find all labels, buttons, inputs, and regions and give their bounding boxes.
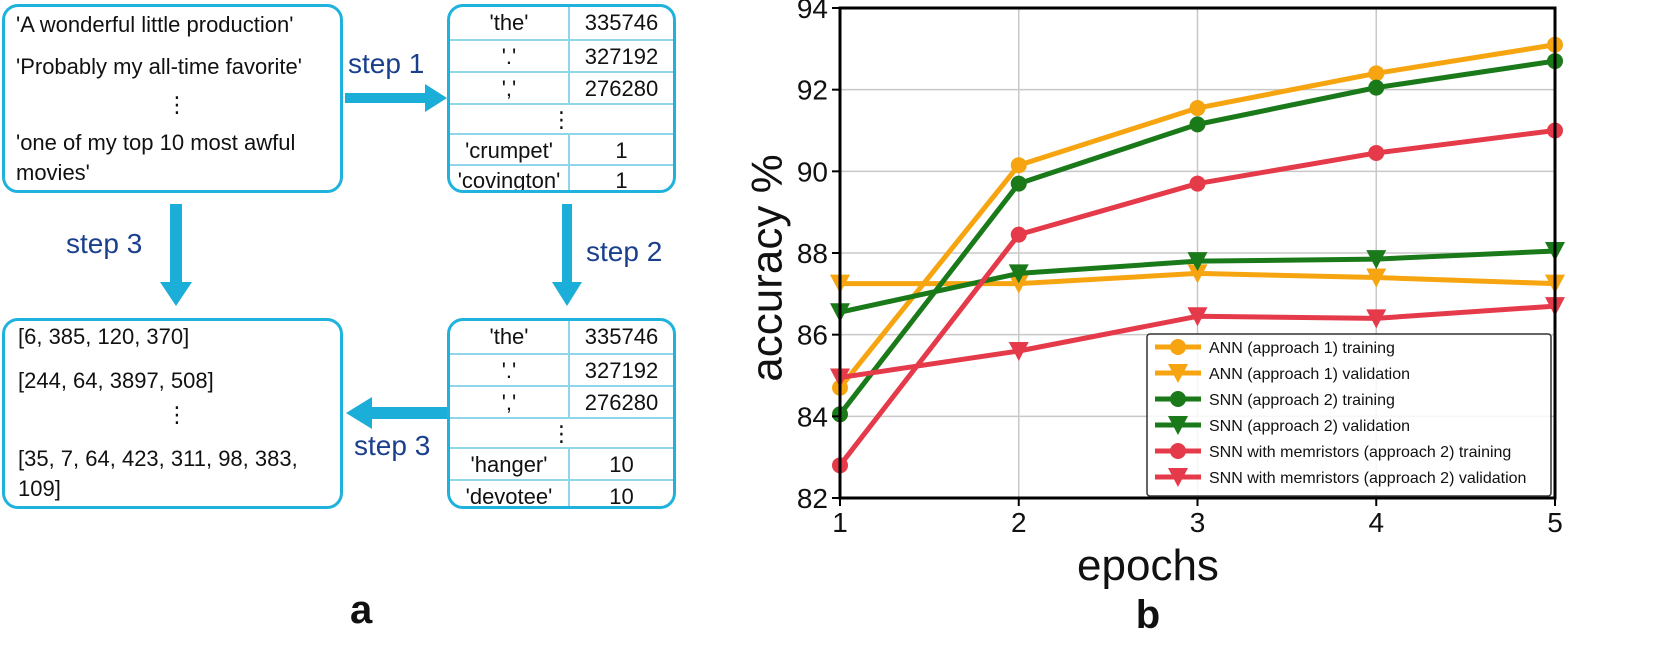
legend-entry: SNN (approach 2) training — [1209, 392, 1395, 409]
sequence-3-line1: [35, 7, 64, 423, 311, 98, 383, — [18, 446, 298, 471]
data-point-series-1 — [1189, 100, 1206, 117]
index-row: 'devotee' 10 — [450, 479, 673, 506]
data-point-series-2 — [1008, 274, 1029, 294]
step2-label: step 2 — [586, 236, 663, 267]
vocab-row: ',' 276280 — [450, 71, 673, 105]
sequence-ellipsis: ⋮ — [166, 402, 188, 427]
data-point-series-1 — [1010, 157, 1027, 174]
data-point-series-5 — [1189, 175, 1206, 192]
sequence-1: [6, 385, 120, 370] — [18, 324, 190, 349]
legend-entry: ANN (approach 1) validation — [1209, 366, 1410, 383]
sentence-2: 'Probably my all-time favorite' — [16, 54, 302, 79]
index-row: ',' 276280 — [450, 385, 673, 419]
step1-label: step 1 — [348, 48, 425, 79]
x-axis-label: epochs — [1077, 541, 1219, 590]
y-tick-label: 90 — [797, 156, 828, 187]
sequences-box — [2, 318, 343, 509]
y-tick-label: 92 — [797, 75, 828, 106]
data-point-series-4 — [1366, 250, 1387, 270]
y-tick-label: 86 — [797, 320, 828, 351]
data-point-series-6 — [1187, 307, 1208, 327]
sentence-1: 'A wonderful little production' — [16, 12, 294, 37]
sentences-box — [2, 4, 343, 193]
data-point-series-5 — [1010, 226, 1027, 243]
index-row: 'the' 335746 — [450, 321, 673, 353]
sentence-ellipsis: ⋮ — [166, 92, 188, 117]
sequence-3-line2: 109] — [18, 476, 61, 501]
vocab-row: 'the' 335746 — [450, 7, 673, 39]
data-point-series-6 — [1008, 342, 1029, 361]
y-tick-label: 84 — [797, 401, 828, 432]
legend-marker — [1170, 443, 1186, 459]
x-tick-label: 1 — [832, 507, 848, 538]
data-point-series-2 — [1366, 268, 1387, 288]
vocab-row: '.' 327192 — [450, 39, 673, 73]
legend-marker — [1168, 468, 1188, 487]
legend-marker — [1170, 391, 1186, 407]
data-point-series-3 — [1189, 116, 1206, 133]
arrow-step3-left — [346, 397, 447, 429]
step3-label-down: step 3 — [66, 228, 143, 259]
data-point-series-1 — [1368, 65, 1385, 82]
legend-entry: ANN (approach 1) training — [1209, 340, 1395, 357]
sentence-3-line1: 'one of my top 10 most awful — [16, 130, 296, 155]
legend-entry: SNN with memristors (approach 2) validat… — [1209, 470, 1526, 487]
legend-marker — [1168, 416, 1188, 435]
vocab-index-table: 'the' 335746 '.' 327192 ',' 276280 ⋮ 'hange… — [447, 318, 676, 509]
x-tick-label: 4 — [1368, 507, 1384, 538]
data-point-series-3 — [1368, 79, 1385, 96]
legend-marker — [1170, 339, 1186, 355]
legend-entry: SNN (approach 2) validation — [1209, 418, 1410, 435]
index-row-ellipsis: ⋮ — [450, 417, 673, 449]
index-row: '.' 327192 — [450, 353, 673, 387]
vocab-count-table: 'the' 335746 '.' 327192 ',' 276280 ⋮ 'crump… — [447, 4, 676, 193]
axis-ticks: 1 2 3 4 5 82 84 86 88 90 92 94 — [797, 0, 1563, 538]
index-row: 'hanger' 10 — [450, 447, 673, 481]
flow-arrows — [160, 84, 582, 429]
panel-b-label: b — [1136, 593, 1160, 637]
sequence-2: [244, 64, 3897, 508] — [18, 368, 214, 393]
accuracy-chart: 1 2 3 4 5 82 84 86 88 90 92 94 accuracy % epochs AN… — [743, 0, 1565, 637]
y-tick-label: 82 — [797, 483, 828, 514]
y-tick-label: 88 — [797, 238, 828, 269]
arrow-step3-down — [160, 204, 192, 306]
legend-marker — [1168, 364, 1188, 383]
x-tick-label: 5 — [1547, 507, 1563, 538]
legend-entry: SNN with memristors (approach 2) trainin… — [1209, 444, 1511, 461]
legend: ANN (approach 1) training ANN (approach 1… — [1146, 333, 1552, 497]
data-point-series-3 — [1010, 175, 1027, 192]
x-tick-label: 3 — [1190, 507, 1206, 538]
panel-a-label: a — [350, 588, 373, 632]
step3-label-left: step 3 — [354, 430, 431, 461]
data-point-series-4 — [1187, 252, 1208, 272]
y-axis-label: accuracy % — [743, 154, 792, 381]
data-point-series-2 — [1187, 264, 1208, 284]
arrow-step2 — [552, 204, 582, 306]
arrow-step1 — [345, 84, 447, 112]
data-point-series-4 — [1008, 264, 1029, 284]
data-point-series-5 — [1368, 144, 1385, 161]
sentence-3-line2: movies' — [16, 160, 90, 185]
y-tick-label: 94 — [797, 0, 828, 24]
data-point-series-6 — [1366, 309, 1387, 329]
vocab-row: 'covington' 1 — [450, 164, 673, 190]
legend-box — [1146, 333, 1552, 497]
vocab-row-ellipsis: ⋮ — [450, 103, 673, 135]
x-tick-label: 2 — [1011, 507, 1027, 538]
vocab-row: 'crumpet' 1 — [450, 133, 673, 166]
